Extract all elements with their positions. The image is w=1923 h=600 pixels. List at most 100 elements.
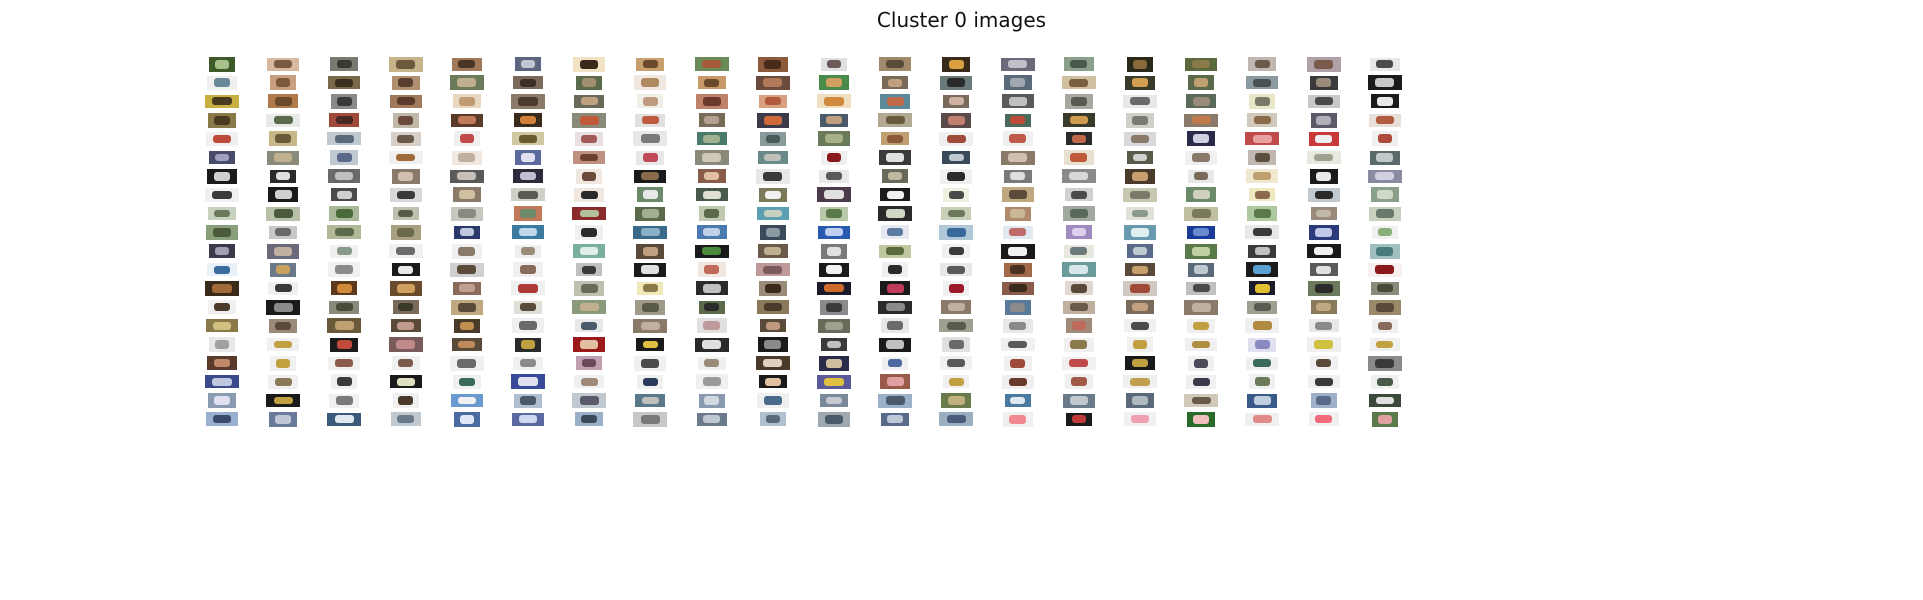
image-thumbnail [1187,131,1216,147]
thumbnail-subject [1375,358,1395,368]
thumbnail-subject [1315,321,1332,330]
image-thumbnail [389,94,422,108]
image-thumbnail [511,188,545,202]
image-thumbnail [331,93,358,109]
thumbnail-subject [1009,358,1026,368]
image-thumbnail [1184,113,1219,127]
image-thumbnail [1307,375,1340,389]
thumbnail-subject [825,321,843,330]
image-thumbnail [511,281,545,296]
image-thumbnail [1061,169,1096,184]
thumbnail-subject [397,358,414,368]
thumbnail-subject [1069,209,1088,219]
thumbnail-subject [1253,209,1271,219]
image-thumbnail [1001,374,1034,389]
thumbnail-subject [949,377,964,386]
thumbnail-subject [518,190,538,199]
image-thumbnail [697,76,726,90]
image-thumbnail [512,132,544,146]
thumbnail-subject [1009,78,1026,88]
image-thumbnail [329,300,360,314]
thumbnail-subject [886,190,904,199]
image-thumbnail [1184,206,1219,221]
thumbnail-subject [1315,415,1332,424]
image-thumbnail [636,150,665,165]
image-thumbnail [450,299,483,315]
thumbnail-subject [274,97,292,106]
thumbnail-subject [1377,134,1393,144]
image-thumbnail [694,244,729,258]
thumbnail-subject [213,171,231,181]
image-thumbnail [1188,169,1215,183]
image-thumbnail [1248,150,1277,165]
image-thumbnail [758,94,787,108]
thumbnail-subject [1315,227,1332,237]
image-thumbnail [513,169,543,184]
image-thumbnail [575,319,604,333]
thumbnail-subject [946,227,966,237]
image-thumbnail [266,206,301,221]
thumbnail-subject [275,172,291,181]
thumbnail-subject [581,321,598,330]
thumbnail-subject [397,134,414,143]
thumbnail-subject [335,359,354,368]
thumbnail-subject [826,396,842,405]
thumbnail-subject [763,302,782,312]
thumbnail-subject [885,303,905,311]
image-thumbnail [573,151,606,164]
image-thumbnail [1369,243,1400,259]
thumbnail-subject [214,153,230,162]
image-thumbnail [450,394,483,408]
image-thumbnail [1003,75,1032,91]
thumbnail-subject [887,359,903,368]
image-thumbnail [1370,374,1399,389]
image-thumbnail [939,412,974,427]
thumbnail-subject [520,115,536,125]
image-thumbnail [206,412,238,427]
thumbnail-subject [337,284,352,293]
thumbnail-subject [764,377,781,386]
image-thumbnail [759,412,786,427]
thumbnail-subject [1130,377,1150,386]
image-thumbnail [511,374,545,390]
image-thumbnail [1062,113,1095,128]
thumbnail-subject [1008,190,1027,200]
image-thumbnail [819,262,849,277]
image-thumbnail [1310,207,1337,221]
image-thumbnail [817,187,851,203]
figure-title: Cluster 0 images [876,8,1047,32]
thumbnail-subject [337,190,352,199]
thumbnail-subject [1314,377,1333,386]
thumbnail-subject [1193,265,1209,274]
image-thumbnail [392,393,419,409]
thumbnail-subject [947,115,965,125]
thumbnail-subject [947,396,965,406]
image-thumbnail [637,187,664,203]
image-thumbnail [881,412,910,426]
image-thumbnail [1123,280,1157,296]
image-thumbnail [881,132,910,146]
image-thumbnail [327,412,362,426]
image-thumbnail [1000,338,1035,351]
image-thumbnail [1309,263,1338,277]
thumbnail-subject [1131,227,1149,237]
thumbnail-subject [581,265,597,274]
image-thumbnail [1310,112,1337,128]
image-thumbnail [882,262,909,278]
thumbnail-subject [396,377,415,386]
thumbnail-subject [641,265,660,274]
thumbnail-subject [886,247,905,255]
image-thumbnail [1247,300,1278,314]
image-thumbnail [1247,393,1278,408]
thumbnail-subject [1071,228,1087,237]
image-thumbnail [1124,412,1156,427]
thumbnail-subject [518,96,538,106]
thumbnail-subject [212,97,232,106]
thumbnail-subject [641,172,660,181]
image-thumbnail [388,337,423,352]
image-thumbnail [390,131,421,146]
thumbnail-subject [887,415,904,424]
thumbnail-subject [580,283,598,293]
thumbnail-subject [213,265,231,274]
image-thumbnail [758,187,787,202]
